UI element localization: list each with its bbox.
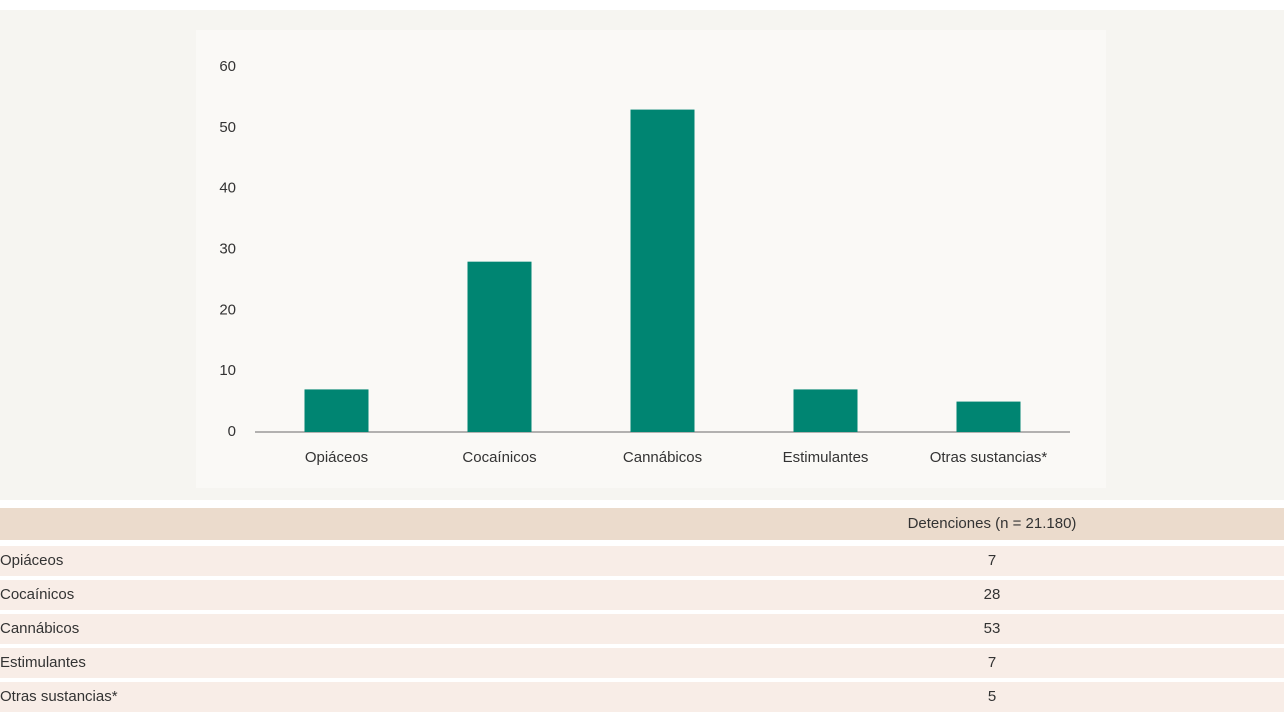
y-tick-label: 10 [219, 362, 236, 379]
table-row: Otras sustancias* 5 [0, 682, 1284, 712]
table-row: Opiáceos 7 [0, 546, 1284, 576]
value-cell: 7 [987, 654, 997, 671]
table-row: Cocaínicos 28 [0, 580, 1284, 610]
x-tick-label: Opiáceos [305, 449, 368, 466]
table-row: Cannábicos 53 [0, 614, 1284, 644]
y-tick-label: 30 [219, 240, 236, 257]
bar [304, 389, 369, 432]
label-cell: Otras sustancias* [0, 688, 118, 705]
header-cell: Detenciones (n = 21.180) [907, 515, 1077, 532]
label-cell: Cocaínicos [0, 586, 75, 603]
table-header: Detenciones (n = 21.180) [0, 508, 1284, 540]
bar [956, 401, 1021, 432]
bar [793, 389, 858, 432]
y-tick-label: 40 [219, 180, 236, 197]
label-cell: Estimulantes [0, 654, 86, 671]
label-cell: Cannábicos [0, 620, 80, 637]
chart: 0 10 20 30 40 50 60 Opiáceos Cocaínicos Cannábico… [0, 10, 1284, 500]
y-tick-label: 50 [219, 119, 236, 136]
value-cell: 53 [983, 620, 1001, 637]
value-cell: 5 [987, 688, 997, 705]
x-tick-label: Cocaínicos [462, 449, 536, 466]
value-cell: 7 [987, 552, 997, 569]
table-row: Estimulantes 7 [0, 648, 1284, 678]
x-tick-label: Otras sustancias* [930, 449, 1048, 466]
bar [630, 109, 695, 432]
x-tick-label: Estimulantes [783, 449, 869, 466]
bar [467, 261, 532, 432]
y-tick-label: 0 [228, 423, 236, 440]
y-tick-label: 60 [219, 58, 236, 75]
x-tick-label: Cannábicos [623, 449, 702, 466]
label-cell: Opiáceos [0, 552, 64, 569]
value-cell: 28 [983, 586, 1001, 603]
y-tick-label: 20 [219, 301, 236, 318]
